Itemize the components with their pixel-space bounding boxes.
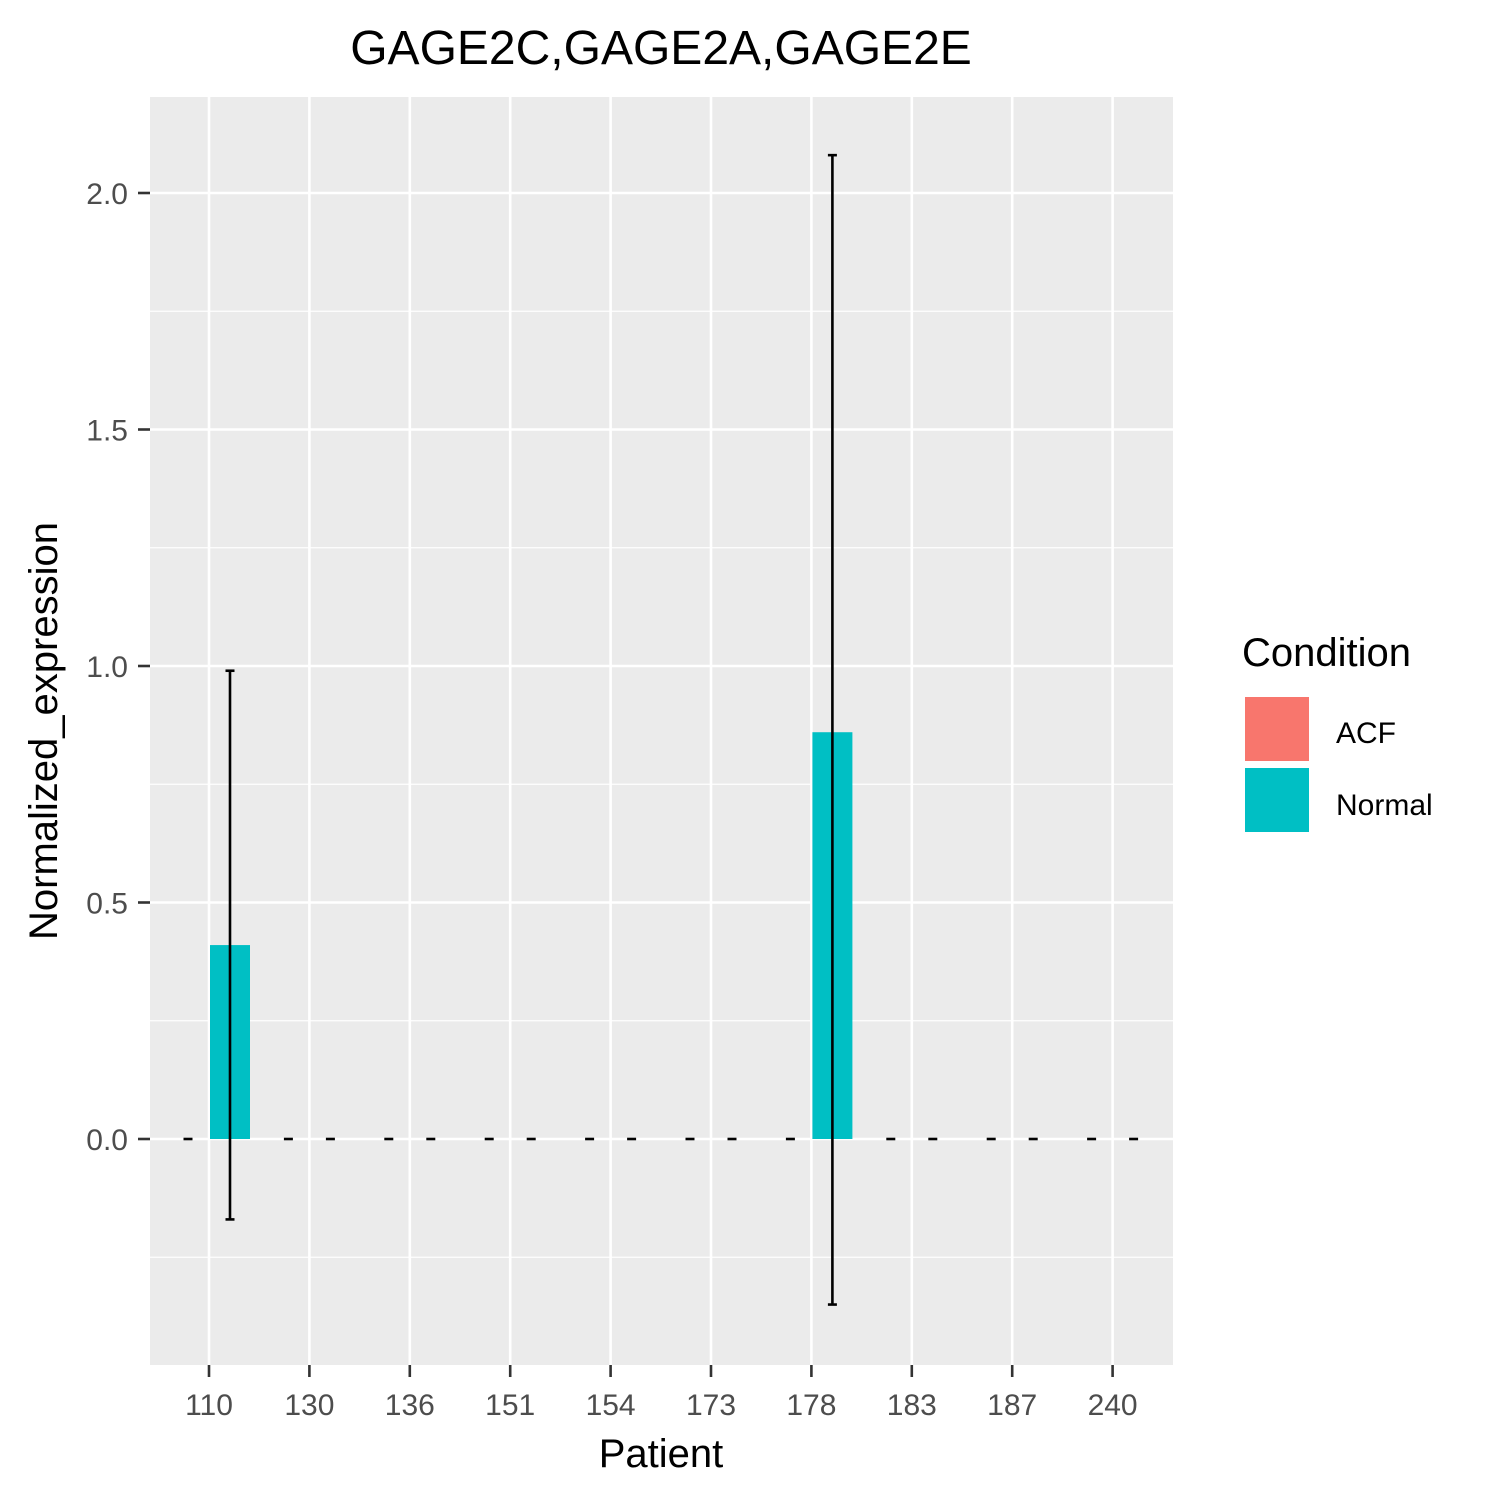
error-bars (183, 153, 1139, 1306)
legend-key-acf (1243, 695, 1311, 763)
x-axis-title: Patient (599, 1432, 724, 1476)
x-tick-label-183: 183 (887, 1389, 937, 1422)
legend-label-acf: ACF (1336, 717, 1396, 750)
legend-label-normal: Normal (1336, 789, 1433, 822)
x-tick-label-136: 136 (385, 1389, 435, 1422)
y-tick-label: 0.0 (86, 1124, 128, 1157)
legend-key-normal (1243, 766, 1311, 834)
y-tick-label: 1.0 (86, 651, 128, 684)
chart-title: GAGE2C,GAGE2A,GAGE2E (350, 22, 972, 75)
y-tick-label: 0.5 (86, 888, 128, 921)
y-axis-title: Normalized_expression (22, 522, 66, 940)
y-axis: 0.0 0.5 1.0 1.5 2.0 (86, 178, 150, 1157)
x-tick-label-110: 110 (185, 1389, 233, 1422)
gridlines (150, 97, 1173, 1365)
plot-panel (150, 97, 1173, 1365)
x-tick-label-178: 178 (786, 1389, 836, 1422)
y-tick-label: 2.0 (86, 178, 128, 211)
x-tick-label-240: 240 (1088, 1389, 1138, 1422)
x-tick-label-130: 130 (284, 1389, 334, 1422)
legend-title: Condition (1242, 631, 1411, 675)
x-axis: 110 130 136 151 154 173 178 183 187 240 (185, 1365, 1138, 1422)
x-tick-label-151: 151 (485, 1389, 535, 1422)
x-tick-label-173: 173 (686, 1389, 736, 1422)
x-tick-label-187: 187 (987, 1389, 1037, 1422)
y-tick-label: 1.5 (86, 415, 128, 448)
x-tick-label-154: 154 (586, 1389, 636, 1422)
legend: Condition ACF Normal (1242, 631, 1433, 834)
